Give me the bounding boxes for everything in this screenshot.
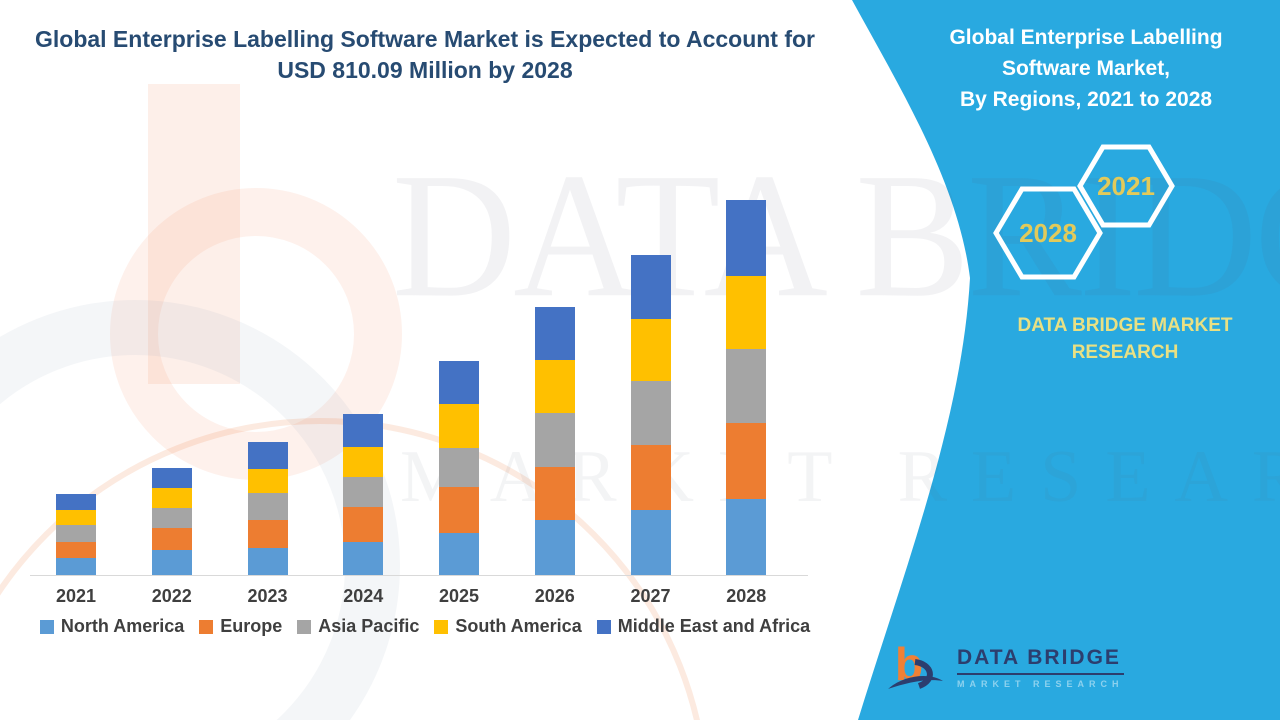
bar-2022	[151, 468, 192, 575]
bar-segment-2024-north-america	[343, 541, 384, 575]
bar-segment-2024-asia-pacific	[343, 477, 384, 508]
bar-segment-2023-middle-east-and-africa	[247, 441, 288, 469]
legend-label: Europe	[220, 616, 283, 636]
bar-2024	[343, 414, 384, 575]
bar-segment-2025-north-america	[439, 532, 479, 575]
hexagon-2028-label: 2028	[1019, 218, 1077, 248]
bar-segment-2028-europe	[726, 423, 767, 500]
bar-segment-2022-europe	[151, 528, 192, 550]
hexagon-2021-outline	[1077, 144, 1175, 228]
bar-segment-2021-south-america	[56, 510, 96, 525]
bar-segment-2026-europe	[534, 466, 575, 520]
legend-label: South America	[455, 616, 582, 636]
bar-segment-2027-middle-east-and-africa	[630, 254, 671, 320]
brand-name: DATA BRIDGE MARKET RESEARCH	[985, 312, 1265, 366]
bar-segment-2027-north-america	[630, 510, 671, 575]
side-panel-title-line2: Software Market,	[1001, 57, 1171, 80]
data-bridge-logo: b DATA BRIDGE MARKET RESEARCH	[885, 636, 1124, 698]
bar-segment-2028-north-america	[726, 499, 767, 575]
bar-segment-2026-north-america	[534, 519, 575, 575]
x-axis-label-2025: 2025	[438, 586, 480, 606]
bar-segment-2021-asia-pacific	[56, 524, 96, 542]
bar-segment-2028-south-america	[726, 276, 767, 350]
bar-2027	[630, 254, 671, 575]
bar-segment-2024-europe	[343, 507, 384, 542]
bar-segment-2025-asia-pacific	[439, 448, 479, 488]
bar-segment-2024-middle-east-and-africa	[343, 414, 384, 447]
bar-segment-2025-middle-east-and-africa	[439, 360, 479, 404]
legend-swatch-icon	[199, 619, 214, 634]
brand-name-line2: RESEARCH	[1071, 342, 1179, 363]
logo-text-block: DATA BRIDGE MARKET RESEARCH	[957, 646, 1124, 689]
x-axis-label-2026: 2026	[534, 586, 575, 606]
bar-segment-2022-north-america	[151, 549, 192, 575]
x-axis-label-2024: 2024	[343, 586, 384, 606]
side-panel-title-line3: By Regions, 2021 to 2028	[959, 88, 1213, 111]
bar-segment-2027-south-america	[630, 319, 671, 381]
legend-label: Asia Pacific	[318, 616, 420, 636]
bar-segment-2026-south-america	[534, 359, 575, 414]
bar-segment-2021-europe	[56, 541, 96, 559]
bar-segment-2022-asia-pacific	[151, 508, 192, 529]
bar-segment-2025-south-america	[439, 403, 479, 449]
legend-label: North America	[60, 616, 185, 636]
x-axis-label-2022: 2022	[151, 586, 192, 606]
bar-segment-2025-europe	[439, 487, 479, 533]
logo-wordmark: DATA BRIDGE	[957, 646, 1124, 675]
bar-segment-2023-asia-pacific	[247, 493, 288, 520]
data-bridge-logo-icon: b	[888, 638, 943, 690]
bar-segment-2026-middle-east-and-africa	[534, 307, 575, 360]
page-title: Global Enterprise Labelling Software Mar…	[28, 24, 822, 86]
side-panel-title-line1: Global Enterprise Labelling	[949, 26, 1223, 49]
bar-segment-2028-middle-east-and-africa	[726, 199, 767, 277]
side-panel-title: Global Enterprise Labelling Software Mar…	[918, 22, 1254, 115]
legend-swatch-icon	[39, 619, 54, 634]
chart-legend: North America Europe Asia Pacific South Ame…	[30, 616, 820, 637]
legend-swatch-icon	[297, 619, 312, 634]
bar-segment-2027-europe	[630, 445, 671, 511]
legend-item-south-america: South America	[434, 616, 582, 637]
legend-item-europe: Europe	[199, 616, 282, 637]
bar-segment-2023-south-america	[247, 468, 288, 494]
stacked-bar-chart: 2021 2022 2023 2024 2025 2026 2027 2028	[30, 190, 808, 606]
bar-segment-2028-asia-pacific	[726, 349, 767, 424]
x-axis-label-2023: 2023	[247, 586, 288, 606]
page-title-line2: USD 810.09 Million by 2028	[277, 57, 573, 83]
bar-segment-2024-south-america	[343, 446, 384, 478]
bar-segment-2023-north-america	[247, 548, 288, 575]
bar-2026	[534, 307, 575, 575]
x-axis-label-2021: 2021	[55, 586, 97, 606]
watermark-text-data-bridge: DATA BRIDGE	[392, 137, 1280, 335]
legend-swatch-icon	[596, 619, 611, 634]
legend-item-middle-east-and-africa: Middle East and Africa	[596, 616, 811, 637]
legend-label: Middle East and Africa	[617, 616, 811, 636]
bar-segment-2023-europe	[247, 519, 288, 549]
x-axis-label-2027: 2027	[630, 586, 671, 606]
page-title-line1: Global Enterprise Labelling Software Mar…	[34, 26, 816, 52]
brand-name-line1: DATA BRIDGE MARKET	[1017, 315, 1233, 336]
x-axis-label-2028: 2028	[726, 586, 767, 606]
hexagon-2028-outline	[993, 186, 1103, 280]
legend-swatch-icon	[434, 619, 449, 634]
bar-segment-2021-north-america	[56, 558, 96, 575]
year-hexagon-badges: 2021 2028	[993, 144, 1175, 280]
bar-2025	[439, 360, 479, 575]
bar-segment-2022-south-america	[151, 488, 192, 509]
bar-2028	[726, 199, 767, 575]
bar-2021	[56, 494, 96, 575]
bar-segment-2021-middle-east-and-africa	[56, 494, 96, 511]
bar-2023	[247, 441, 288, 575]
hexagon-2021-label: 2021	[1097, 171, 1155, 201]
bar-segment-2022-middle-east-and-africa	[151, 468, 192, 489]
logo-tagline: MARKET RESEARCH	[957, 678, 1124, 689]
bar-segment-2027-asia-pacific	[630, 380, 671, 446]
legend-item-asia-pacific: Asia Pacific	[297, 616, 419, 637]
bar-segment-2026-asia-pacific	[534, 413, 575, 467]
legend-item-north-america: North America	[39, 616, 185, 637]
